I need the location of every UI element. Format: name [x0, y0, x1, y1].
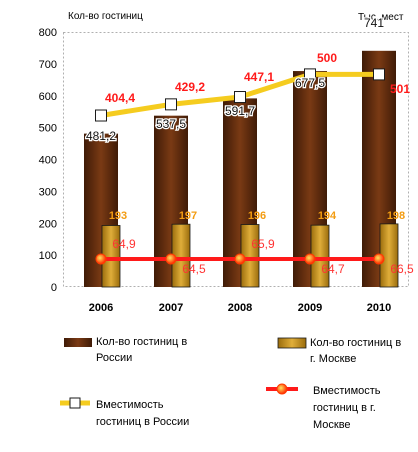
legend-label-line: гостиниц в г.	[313, 402, 376, 414]
data-label-moscow-capacity: 64,7	[321, 262, 345, 276]
legend-label-line: Кол-во гостиниц в	[96, 336, 187, 348]
marker-moscow-capacity	[234, 253, 246, 265]
marker-moscow-capacity	[304, 253, 316, 265]
data-label-russia-capacity: 500	[317, 51, 337, 65]
data-label-moscow-capacity: 66,5	[390, 262, 414, 276]
data-label-moscow-capacity: 65,9	[251, 237, 275, 251]
legend-label-russia-count: Кол-во гостиниц в России	[96, 336, 190, 364]
marker-russia-capacity	[165, 98, 177, 111]
data-label-moscow-capacity: 64,5	[182, 262, 206, 276]
data-label-moscow-count: 198	[387, 210, 405, 222]
legend-label-russia-capacity: Вместимость гостиниц в России	[96, 399, 189, 428]
x-tick-label: 2010	[367, 302, 391, 314]
x-tick-label: 2006	[89, 302, 113, 314]
legend-label-line: гостиниц в России	[96, 416, 189, 428]
x-axis-ticks: 2006 2007 2008 2009 2010	[89, 302, 391, 314]
legend-item-moscow-capacity: Вместимость гостиниц в г. Москве	[266, 383, 384, 431]
data-label-russia-capacity: 501	[390, 82, 410, 96]
marker-russia-capacity	[304, 68, 316, 81]
legend-item-moscow-count: Кол-во гостиниц в г. Москве	[277, 337, 404, 365]
legend-label-line: Вместимость	[313, 385, 381, 397]
legend-swatch-red-marker	[276, 383, 288, 395]
data-label-moscow-capacity: 64,9	[112, 237, 136, 251]
marker-moscow-capacity	[165, 253, 177, 265]
data-label-russia-count: 741	[364, 16, 384, 30]
data-label-moscow-count: 196	[248, 210, 266, 222]
data-label-russia-capacity: 447,1	[244, 70, 274, 84]
marker-russia-capacity	[95, 109, 107, 122]
y-tick-label: 800	[39, 27, 57, 39]
y-axis-left-label: Кол-во гостиниц	[68, 11, 143, 22]
marker-moscow-capacity	[373, 253, 385, 265]
y-tick-label: 0	[51, 282, 57, 294]
data-label-russia-count: 591,7	[225, 104, 255, 118]
plot-area-frame	[63, 32, 409, 287]
legend-swatch-yellow-marker	[69, 397, 81, 409]
line-russia-capacity	[95, 68, 385, 122]
legend-item-russia-count: Кол-во гостиниц в России	[64, 336, 190, 364]
data-label-russia-capacity: 429,2	[175, 80, 205, 94]
legend-label-line: Кол-во гостиниц в	[310, 337, 401, 349]
data-label-moscow-count: 194	[318, 210, 337, 222]
legend-label-line: г. Москве	[310, 353, 356, 365]
data-label-russia-count: 677,5	[295, 76, 325, 90]
y-axis-right-label: Тыс. мест	[358, 12, 404, 23]
data-label-moscow-count: 193	[109, 210, 127, 222]
data-label-moscow-count: 197	[179, 210, 197, 222]
bars-russia-count	[84, 50, 396, 288]
x-tick-label: 2007	[159, 302, 183, 314]
x-tick-label: 2008	[228, 302, 252, 314]
marker-russia-capacity	[373, 68, 385, 81]
legend-swatch-gold-bar	[277, 337, 307, 349]
legend: Кол-во гостиниц в России Кол-во гостиниц…	[60, 336, 404, 431]
y-axis-ticks: 0 100 200 300 400 500 600 700 800	[39, 27, 57, 294]
legend-label-line: Вместимость	[96, 399, 164, 411]
marker-russia-capacity	[234, 91, 246, 104]
line-moscow-capacity	[95, 253, 385, 265]
y-tick-label: 300	[39, 186, 57, 198]
legend-item-russia-capacity: Вместимость гостиниц в России	[60, 397, 189, 428]
legend-label-moscow-count: Кол-во гостиниц в г. Москве	[310, 337, 404, 365]
y-tick-label: 200	[39, 218, 57, 230]
bars-moscow-count	[101, 223, 399, 288]
data-labels: 481,2 537,5 591,7 677,5 741 404,4 429,2 447,1 50…	[85, 15, 414, 276]
data-label-russia-count: 537,5	[156, 117, 186, 131]
legend-swatch-dark-bar	[64, 338, 92, 347]
y-tick-label: 700	[39, 59, 57, 71]
legend-label-line: России	[96, 352, 132, 364]
y-tick-label: 600	[39, 91, 57, 103]
x-tick-label: 2009	[298, 302, 322, 314]
marker-moscow-capacity	[95, 253, 107, 265]
y-tick-label: 500	[39, 123, 57, 135]
legend-label-line: Москве	[313, 419, 351, 431]
legend-label-moscow-capacity: Вместимость гостиниц в г. Москве	[313, 385, 384, 431]
data-label-russia-capacity: 404,4	[105, 91, 135, 105]
y-tick-label: 400	[39, 155, 57, 167]
data-label-russia-count: 481,2	[86, 129, 116, 143]
y-tick-label: 100	[39, 250, 57, 262]
